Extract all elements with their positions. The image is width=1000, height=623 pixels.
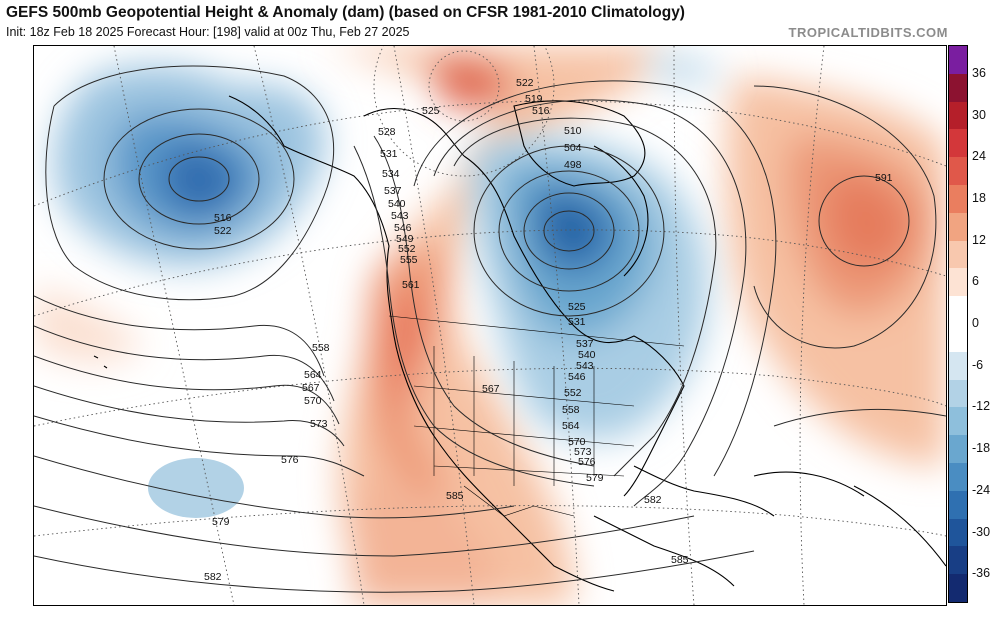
contour-label: 525 bbox=[568, 301, 586, 313]
contour-label: 531 bbox=[568, 316, 586, 328]
colorbar-segment bbox=[949, 101, 967, 130]
colorbar-tick-label: 12 bbox=[972, 232, 986, 247]
contour-label: 549 bbox=[396, 233, 414, 245]
contour-label: 498 bbox=[564, 159, 582, 171]
colorbar-segment bbox=[949, 46, 967, 75]
colorbar-tick-label: -12 bbox=[972, 399, 991, 414]
colorbar-segment bbox=[949, 407, 967, 436]
contour-label: 570 bbox=[304, 395, 322, 407]
contour-label: 528 bbox=[378, 126, 396, 138]
contour-label: 537 bbox=[384, 185, 402, 197]
colorbar-segment bbox=[949, 157, 967, 186]
contour-label: 582 bbox=[204, 571, 222, 583]
contour-label: 564 bbox=[562, 420, 580, 432]
chart-subtitle: Init: 18z Feb 18 2025 Forecast Hour: [19… bbox=[6, 25, 410, 39]
contour-label: 570 bbox=[568, 436, 586, 448]
anomaly-colorbar bbox=[948, 45, 968, 603]
contour-labels: 516 522 525 522 519 516 510 504 498 528 … bbox=[204, 77, 893, 583]
contour-label: 510 bbox=[564, 125, 582, 137]
contour-label: 552 bbox=[564, 387, 582, 399]
contour-label: 591 bbox=[875, 172, 893, 184]
contour-label: 546 bbox=[568, 371, 586, 383]
colorbar-segment bbox=[949, 240, 967, 269]
contour-label: 558 bbox=[562, 404, 580, 416]
colorbar-segment bbox=[949, 490, 967, 520]
contour-label: 561 bbox=[402, 279, 420, 291]
contour-label: 564 bbox=[304, 369, 322, 381]
colorbar-segment bbox=[949, 212, 967, 242]
brand-watermark[interactable]: TROPICALTIDBITS.COM bbox=[788, 25, 948, 40]
contour-label: 516 bbox=[532, 105, 550, 117]
contour-label: 552 bbox=[398, 243, 416, 255]
contour-label: 576 bbox=[281, 454, 299, 466]
colorbar-segment bbox=[949, 268, 967, 297]
colorbar-segment bbox=[949, 546, 967, 575]
contour-label: 567 bbox=[482, 383, 500, 395]
contour-label: 579 bbox=[586, 472, 604, 484]
colorbar-segment bbox=[949, 129, 967, 158]
political-borders bbox=[388, 315, 685, 517]
colorbar-tick-label: 6 bbox=[972, 274, 979, 289]
colorbar-tick-label: 36 bbox=[972, 65, 986, 80]
height-contours bbox=[34, 65, 946, 593]
colorbar-tick-label: -6 bbox=[972, 357, 984, 372]
contour-label: 555 bbox=[400, 254, 418, 266]
contour-label: 558 bbox=[312, 342, 330, 354]
colorbar-segment bbox=[949, 185, 967, 214]
colorbar-tick-label: -36 bbox=[972, 566, 991, 581]
colorbar-tick-label: 0 bbox=[972, 316, 979, 330]
colorbar-segment bbox=[949, 518, 967, 547]
colorbar-segment bbox=[949, 574, 967, 603]
contour-label: 585 bbox=[671, 554, 689, 566]
colorbar-segment bbox=[949, 379, 967, 408]
contour-label: 582 bbox=[644, 494, 662, 506]
colorbar-segment bbox=[949, 73, 967, 103]
colorbar-tick-label: 24 bbox=[972, 149, 986, 164]
colorbar-tick-label: -18 bbox=[972, 441, 991, 456]
height-anomaly-map: 516 522 525 522 519 516 510 504 498 528 … bbox=[34, 46, 946, 605]
contour-label: 537 bbox=[576, 338, 594, 350]
contour-label: 543 bbox=[576, 360, 594, 372]
contour-label: 504 bbox=[564, 142, 582, 154]
colorbar-segment bbox=[949, 296, 967, 325]
contour-label: 573 bbox=[574, 446, 592, 458]
colorbar-tick-label: -24 bbox=[972, 482, 991, 497]
contour-label: 522 bbox=[516, 77, 534, 89]
contour-label: 567 bbox=[302, 382, 320, 394]
contour-label: 525 bbox=[422, 105, 440, 117]
contour-label: 540 bbox=[578, 349, 596, 361]
contour-label: 579 bbox=[212, 516, 230, 528]
subtropical-anomaly-blob bbox=[148, 458, 244, 518]
contour-label: 522 bbox=[214, 225, 232, 237]
colorbar-tick-label: 18 bbox=[972, 190, 986, 205]
chart-title: GEFS 500mb Geopotential Height & Anomaly… bbox=[6, 4, 685, 21]
contour-label: 534 bbox=[382, 168, 400, 180]
contour-label: 531 bbox=[380, 148, 398, 160]
contour-label: 516 bbox=[214, 212, 232, 224]
positive-anomaly-shading bbox=[34, 46, 946, 605]
graticule bbox=[34, 46, 946, 605]
map-panel: 516 522 525 522 519 516 510 504 498 528 … bbox=[33, 45, 947, 606]
contour-label: 585 bbox=[446, 490, 464, 502]
colorbar-tick-label: -30 bbox=[972, 524, 991, 539]
contour-label: 519 bbox=[525, 93, 543, 105]
contour-label: 543 bbox=[391, 210, 409, 222]
colorbar-segment bbox=[949, 435, 967, 464]
contour-label: 540 bbox=[388, 198, 406, 210]
colorbar-segment bbox=[949, 324, 967, 353]
contour-label: 573 bbox=[310, 418, 328, 430]
colorbar-tick-label: 30 bbox=[972, 107, 986, 122]
contour-label: 546 bbox=[394, 222, 412, 234]
colorbar-segment bbox=[949, 463, 967, 492]
colorbar-segment bbox=[949, 351, 967, 381]
coastlines bbox=[93, 95, 946, 592]
contour-label: 576 bbox=[578, 456, 596, 468]
